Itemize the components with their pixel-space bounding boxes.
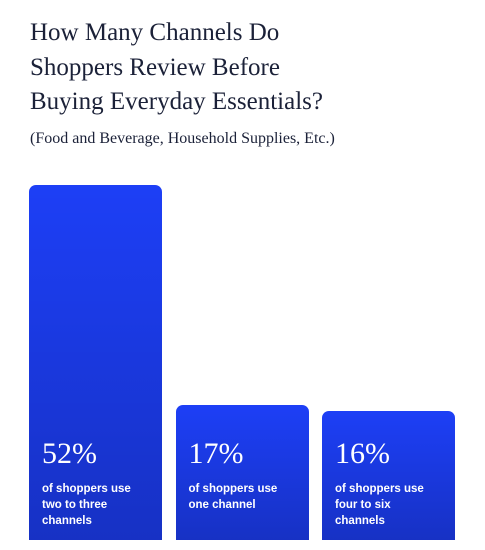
value-label: 52%	[42, 437, 97, 470]
value-label: 17%	[188, 437, 244, 470]
category-label: of shoppers use one channel	[188, 483, 278, 511]
value-label: 16%	[335, 437, 390, 470]
category-label: of shoppers use four to six channels	[335, 483, 424, 527]
chart-title: How Many Channels Do Shoppers Review Bef…	[30, 19, 323, 115]
chart-subtitle: (Food and Beverage, Household Supplies, …	[30, 130, 335, 147]
bar	[322, 411, 455, 540]
category-label: of shoppers use two to three channels	[42, 483, 131, 527]
bar	[175, 405, 309, 540]
bar	[29, 184, 162, 540]
